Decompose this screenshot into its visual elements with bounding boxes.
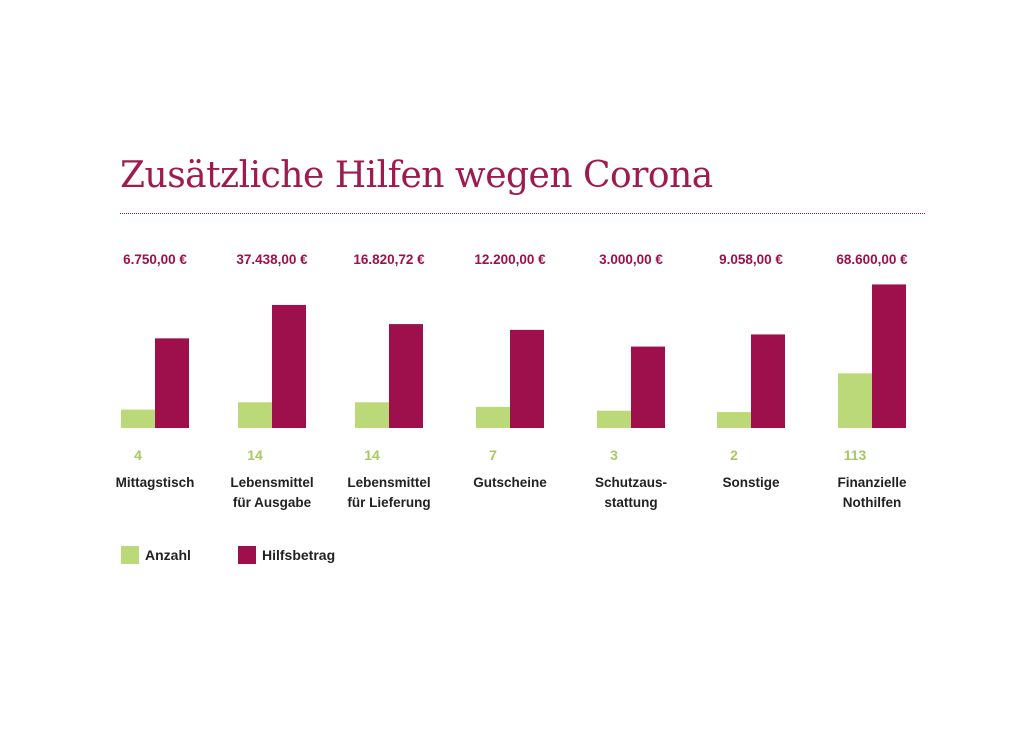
legend-item-anzahl: Anzahl (121, 546, 191, 564)
data-label-count: 7 (489, 447, 497, 463)
legend-swatch-anzahl (121, 546, 139, 564)
bar-group: 6.750,00 € 4 Mittagstisch (116, 252, 195, 490)
title-divider (120, 213, 925, 214)
bar-group: 68.600,00 € 113 Finanzielle Nothilfen (836, 252, 908, 510)
data-label-amount: 6.750,00 € (123, 252, 187, 267)
bar-hilfsbetrag (872, 284, 906, 428)
category-label: Schutzaus-stattung (595, 475, 667, 510)
chart-title: Zusätzliche Hilfen wegen Corona (120, 155, 713, 196)
data-label-count: 113 (844, 447, 867, 463)
data-label-amount: 12.200,00 € (474, 252, 546, 267)
bar-anzahl (838, 373, 872, 428)
category-label: Lebensmittel für Ausgabe (230, 475, 313, 510)
category-label: Gutscheine (473, 475, 547, 490)
bar-anzahl (355, 402, 389, 428)
data-label-count: 2 (730, 447, 738, 463)
data-label-count: 14 (364, 447, 380, 463)
data-label-amount: 68.600,00 € (836, 252, 908, 267)
bar-hilfsbetrag (155, 338, 189, 428)
bar-hilfsbetrag (389, 324, 423, 428)
bar-anzahl (476, 406, 510, 428)
bar-hilfsbetrag (751, 334, 785, 428)
bar-group: 16.820,72 € 14 Lebensmittel für Lieferung (347, 252, 430, 510)
category-label: Finanzielle Nothilfen (837, 475, 907, 510)
bar-group: 9.058,00 € 2 Sonstige (717, 252, 785, 490)
bar-anzahl (121, 409, 155, 428)
data-label-count: 4 (134, 447, 142, 463)
data-label-amount: 16.820,72 € (353, 252, 425, 267)
bar-hilfsbetrag (631, 346, 665, 428)
bar-anzahl (238, 402, 272, 428)
bar-anzahl (597, 410, 631, 428)
data-label-count: 14 (247, 447, 263, 463)
category-label: Mittagstisch (116, 475, 195, 490)
data-label-amount: 9.058,00 € (719, 252, 783, 267)
category-label: Sonstige (722, 475, 779, 490)
bar-hilfsbetrag (510, 329, 544, 428)
data-label-amount: 37.438,00 € (236, 252, 308, 267)
legend-label-anzahl: Anzahl (145, 547, 191, 563)
legend-swatch-hilfsbetrag (238, 546, 256, 564)
bar-anzahl (717, 412, 751, 428)
bar-group: 12.200,00 € 7 Gutscheine (473, 252, 547, 490)
legend-label-hilfsbetrag: Hilfsbetrag (262, 547, 336, 563)
legend-item-hilfsbetrag: Hilfsbetrag (238, 546, 335, 564)
data-label-amount: 3.000,00 € (599, 252, 663, 267)
data-label-count: 3 (610, 447, 618, 463)
bar-group: 37.438,00 € 14 Lebensmittel für Ausgabe (230, 252, 313, 510)
bar-group: 3.000,00 € 3 Schutzaus-stattung (595, 252, 667, 510)
category-label: Lebensmittel für Lieferung (347, 475, 430, 510)
bar-hilfsbetrag (272, 304, 306, 428)
